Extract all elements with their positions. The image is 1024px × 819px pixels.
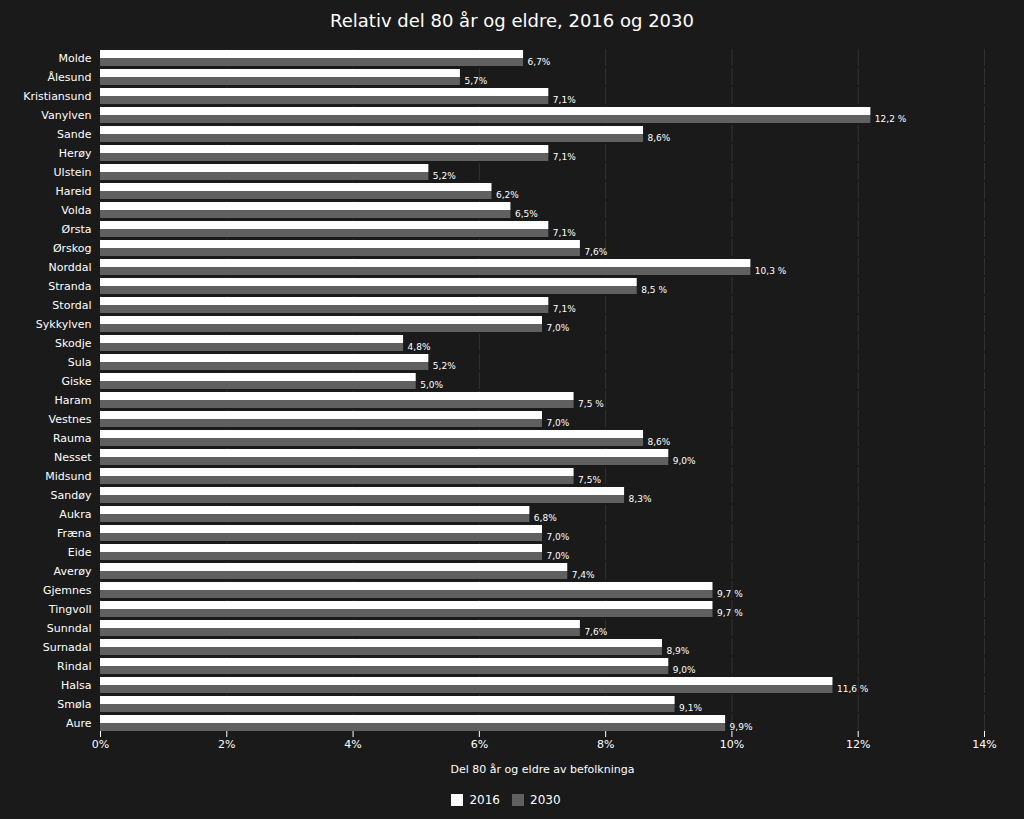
svg-text:Sande: Sande [57,128,92,141]
svg-text:6,7%: 6,7% [528,57,551,67]
svg-text:Midsund: Midsund [45,470,91,483]
svg-text:10%: 10% [720,738,744,751]
svg-text:Kristiansund: Kristiansund [23,90,91,103]
svg-text:2%: 2% [218,738,235,751]
svg-text:Haram: Haram [55,394,92,407]
svg-text:Ørsta: Ørsta [62,223,92,236]
svg-text:7,1%: 7,1% [553,95,576,105]
svg-text:Halsa: Halsa [61,679,92,692]
svg-text:5,2%: 5,2% [433,361,456,371]
html-text:Relativ del 80 år og eldre, 20: Relativ del 80 år og eldre, 2016 og 2030 [330,10,694,31]
svg-text:8%: 8% [597,738,614,751]
svg-text:6,8%: 6,8% [534,513,557,523]
svg-text:9,7 %: 9,7 % [717,608,743,618]
svg-text:9,0%: 9,0% [673,665,696,675]
svg-text:Surnadal: Surnadal [43,641,92,654]
svg-text:Vanylven: Vanylven [41,109,91,122]
svg-text:7,6%: 7,6% [584,627,607,637]
svg-text:12,2 %: 12,2 % [875,114,907,124]
html-text:2016: 2016 [469,792,500,807]
svg-text:Eide: Eide [68,546,92,559]
svg-text:Averøy: Averøy [54,565,92,578]
svg-text:5,2%: 5,2% [433,171,456,181]
svg-text:7,5%: 7,5% [578,475,601,485]
svg-text:0%: 0% [92,738,109,751]
svg-text:Aure: Aure [66,717,92,730]
svg-text:Ørskog: Ørskog [53,242,92,255]
svg-text:Norddal: Norddal [48,261,91,274]
svg-text:Rindal: Rindal [57,660,91,673]
svg-text:6,5%: 6,5% [515,209,538,219]
svg-text:7,1%: 7,1% [553,152,576,162]
svg-text:9,7 %: 9,7 % [717,589,743,599]
svg-text:Volda: Volda [61,204,91,217]
svg-text:Stordal: Stordal [52,299,91,312]
svg-text:Sandøy: Sandøy [51,489,92,502]
svg-text:Fræna: Fræna [57,527,92,540]
svg-text:Sunndal: Sunndal [47,622,92,635]
svg-text:8,6%: 8,6% [648,133,671,143]
svg-text:7,0%: 7,0% [547,532,570,542]
svg-text:Molde: Molde [58,52,91,65]
svg-text:Hareid: Hareid [55,185,91,198]
svg-text:7,1%: 7,1% [553,228,576,238]
svg-text:9,9%: 9,9% [730,722,753,732]
svg-text:Gjemnes: Gjemnes [43,584,92,597]
svg-text:8,5 %: 8,5 % [641,285,667,295]
svg-text:10,3 %: 10,3 % [755,266,787,276]
svg-text:7,6%: 7,6% [584,247,607,257]
svg-text:5,0%: 5,0% [420,380,443,390]
svg-text:7,1%: 7,1% [553,304,576,314]
svg-text:6,2%: 6,2% [496,190,519,200]
svg-text:4%: 4% [344,738,361,751]
html-text:2030: 2030 [530,792,561,807]
svg-text:Ulstein: Ulstein [54,166,92,179]
svg-text:12%: 12% [846,738,870,751]
svg-text:Rauma: Rauma [53,432,92,445]
svg-text:Herøy: Herøy [59,147,92,160]
svg-text:Smøla: Smøla [57,698,91,711]
svg-text:Sykkylven: Sykkylven [36,318,92,331]
svg-text:Stranda: Stranda [48,280,91,293]
svg-text:Del 80 år og eldre av befolkni: Del 80 år og eldre av befolkninga [451,763,635,776]
svg-text:9,0%: 9,0% [673,456,696,466]
svg-text:Vestnes: Vestnes [49,413,92,426]
svg-text:14%: 14% [972,738,996,751]
svg-text:8,3%: 8,3% [629,494,652,504]
svg-text:11,6 %: 11,6 % [837,684,869,694]
svg-text:Sula: Sula [68,356,92,369]
svg-text:Giske: Giske [61,375,91,388]
svg-text:8,6%: 8,6% [648,437,671,447]
svg-text:7,5 %: 7,5 % [578,399,604,409]
svg-text:9,1%: 9,1% [679,703,702,713]
svg-text:Ålesund: Ålesund [47,71,91,84]
svg-text:7,0%: 7,0% [547,323,570,333]
svg-text:7,0%: 7,0% [547,551,570,561]
svg-text:6%: 6% [471,738,488,751]
svg-text:7,4%: 7,4% [572,570,595,580]
svg-text:4,8%: 4,8% [408,342,431,352]
svg-text:7,0%: 7,0% [547,418,570,428]
svg-text:Aukra: Aukra [59,508,91,521]
svg-text:8,9%: 8,9% [666,646,689,656]
svg-text:5,7%: 5,7% [464,76,487,86]
svg-text:Nesset: Nesset [54,451,92,464]
svg-text:Skodje: Skodje [55,337,92,350]
svg-text:Tingvoll: Tingvoll [48,603,92,616]
